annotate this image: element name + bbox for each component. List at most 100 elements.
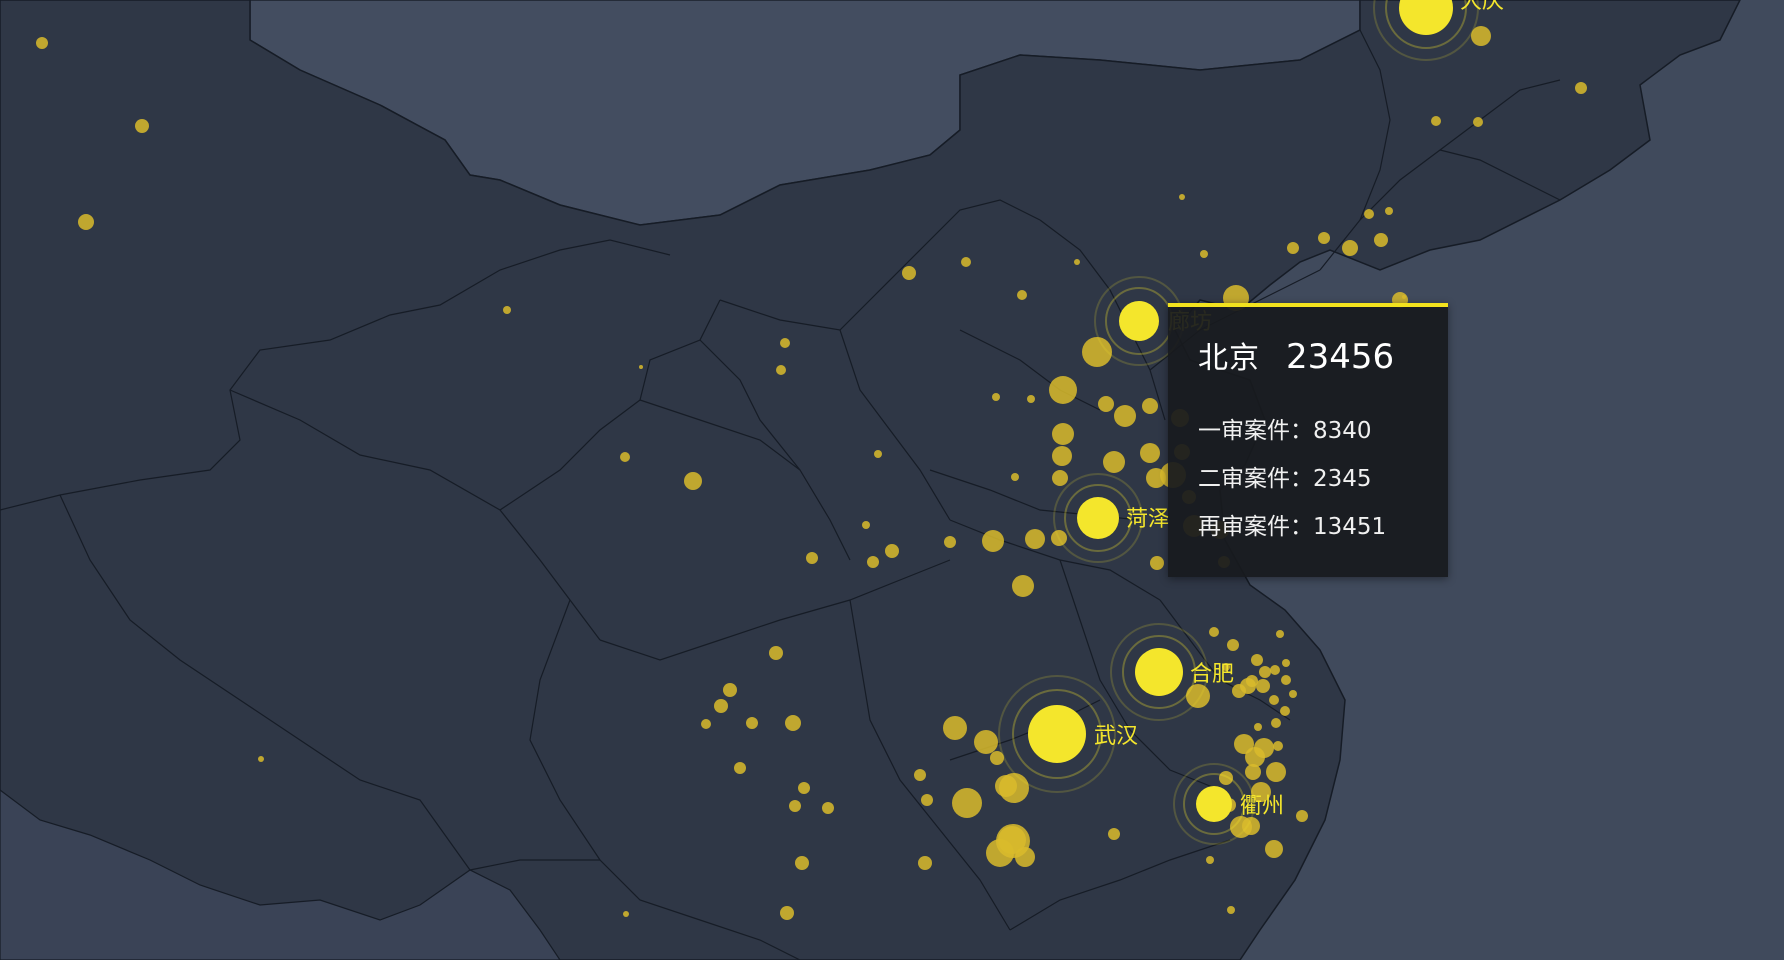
hotspot-dot[interactable]: [1119, 301, 1159, 341]
scatter-dot: [1074, 259, 1080, 265]
scatter-dot: [1150, 556, 1164, 570]
hotspot-dot[interactable]: [1196, 786, 1232, 822]
scatter-dot: [701, 719, 711, 729]
scatter-dot: [1227, 639, 1239, 651]
scatter-dot: [620, 452, 630, 462]
scatter-dot: [999, 773, 1029, 803]
scatter-dot: [1318, 232, 1330, 244]
scatter-dot: [1186, 684, 1210, 708]
city-label: 衢州: [1240, 794, 1284, 819]
scatter-dot: [503, 306, 511, 314]
scatter-dot: [944, 536, 956, 548]
scatter-dot: [1108, 828, 1120, 840]
city-label: 合肥: [1190, 662, 1234, 687]
scatter-dot: [1052, 423, 1074, 445]
scatter-dot: [1011, 473, 1019, 481]
scatter-dot: [1142, 398, 1158, 414]
scatter-dot: [135, 119, 149, 133]
scatter-dot: [822, 802, 834, 814]
tooltip-row-second-instance: 二审案件：2345: [1198, 455, 1418, 503]
scatter-dot: [1385, 207, 1393, 215]
hotspot-heze[interactable]: 菏泽: [1053, 473, 1170, 563]
scatter-dot: [1098, 396, 1114, 412]
scatter-dot: [874, 450, 882, 458]
scatter-dot: [1219, 771, 1233, 785]
province-borders: [0, 29, 1561, 960]
scatter-dot: [867, 556, 879, 568]
scatter-dot: [639, 365, 643, 369]
scatter-dot: [1082, 337, 1112, 367]
scatter-dot: [1471, 26, 1491, 46]
scatter-dot: [1230, 816, 1252, 838]
scatter-dot: [623, 911, 629, 917]
hotspot-dot[interactable]: [1028, 705, 1086, 763]
scatter-dot: [1254, 738, 1274, 758]
scatter-dot: [1015, 847, 1035, 867]
scatter-dot: [1256, 679, 1270, 693]
city-label: 大庆: [1460, 0, 1504, 14]
scatter-dot: [1052, 470, 1068, 486]
scatter-dot: [798, 782, 810, 794]
scatter-dot: [1296, 810, 1308, 822]
scatter-dot: [789, 800, 801, 812]
tooltip-row-value: 13451: [1313, 514, 1387, 540]
tooltip-row-label: 一审案件：: [1198, 418, 1313, 444]
scatter-dot: [1259, 666, 1271, 678]
neighbor-region-southwest: [0, 789, 561, 960]
scatter-dot: [1234, 734, 1254, 754]
tooltip-total: 23456: [1286, 337, 1395, 377]
hotspot-dot[interactable]: [1399, 0, 1453, 35]
scatter-dot: [734, 762, 746, 774]
scatter-dot: [1281, 675, 1291, 685]
scatter-dot: [1364, 209, 1374, 219]
hotspot-daqing[interactable]: 大庆: [1373, 0, 1504, 61]
scatter-dot: [1575, 82, 1587, 94]
scatter-dot: [684, 472, 702, 490]
china-land[interactable]: [0, 0, 1741, 960]
scatter-dot: [258, 756, 264, 762]
scatter-dot: [769, 646, 783, 660]
scatter-dot: [1265, 840, 1283, 858]
scatter-dot: [1240, 678, 1256, 694]
scatter-dot: [992, 393, 1000, 401]
hotspot-hefei[interactable]: 合肥: [1110, 623, 1234, 721]
scatter-dot: [1103, 451, 1125, 473]
scatter-dot: [1269, 695, 1279, 705]
tooltip-row-label: 再审案件：: [1198, 514, 1313, 540]
scatter-dot: [1245, 764, 1261, 780]
scatter-dot: [1227, 906, 1235, 914]
scatter-dot: [990, 751, 1004, 765]
scatter-dot: [885, 544, 899, 558]
scatter-dot: [78, 214, 94, 230]
scatter-dot: [974, 730, 998, 754]
scatter-dot: [780, 338, 790, 348]
tooltip-row-label: 二审案件：: [1198, 466, 1313, 492]
hotspot-quzhou[interactable]: 衢州: [1173, 763, 1284, 845]
scatter-dot: [1140, 443, 1160, 463]
hotspot-dot[interactable]: [1077, 497, 1119, 539]
scatter-dot: [943, 716, 967, 740]
scatter-dot: [1270, 665, 1280, 675]
scatter-dot: [1222, 663, 1230, 671]
scatter-dot: [1374, 233, 1388, 247]
scatter-dot: [1027, 395, 1035, 403]
scatter-dot: [1251, 782, 1271, 802]
scatter-dot: [1049, 376, 1077, 404]
scatter-dot: [723, 683, 737, 697]
tooltip-row-value: 2345: [1313, 466, 1372, 492]
tooltip-row-value: 8340: [1313, 418, 1372, 444]
city-tooltip: 北京 23456 一审案件：8340 二审案件：2345 再审案件：13451: [1168, 303, 1448, 577]
scatter-dot: [914, 769, 926, 781]
scatter-dot: [1251, 654, 1263, 666]
scatter-dot: [1052, 446, 1072, 466]
scatter-dot: [1017, 290, 1027, 300]
scatter-dot: [776, 365, 786, 375]
hotspot-dot[interactable]: [1135, 648, 1183, 696]
hotspot-wuhan[interactable]: 武汉: [998, 675, 1138, 793]
scatter-dot: [982, 530, 1004, 552]
scatter-dot: [902, 266, 916, 280]
scatter-dot: [785, 715, 801, 731]
scatter-dot: [795, 856, 809, 870]
